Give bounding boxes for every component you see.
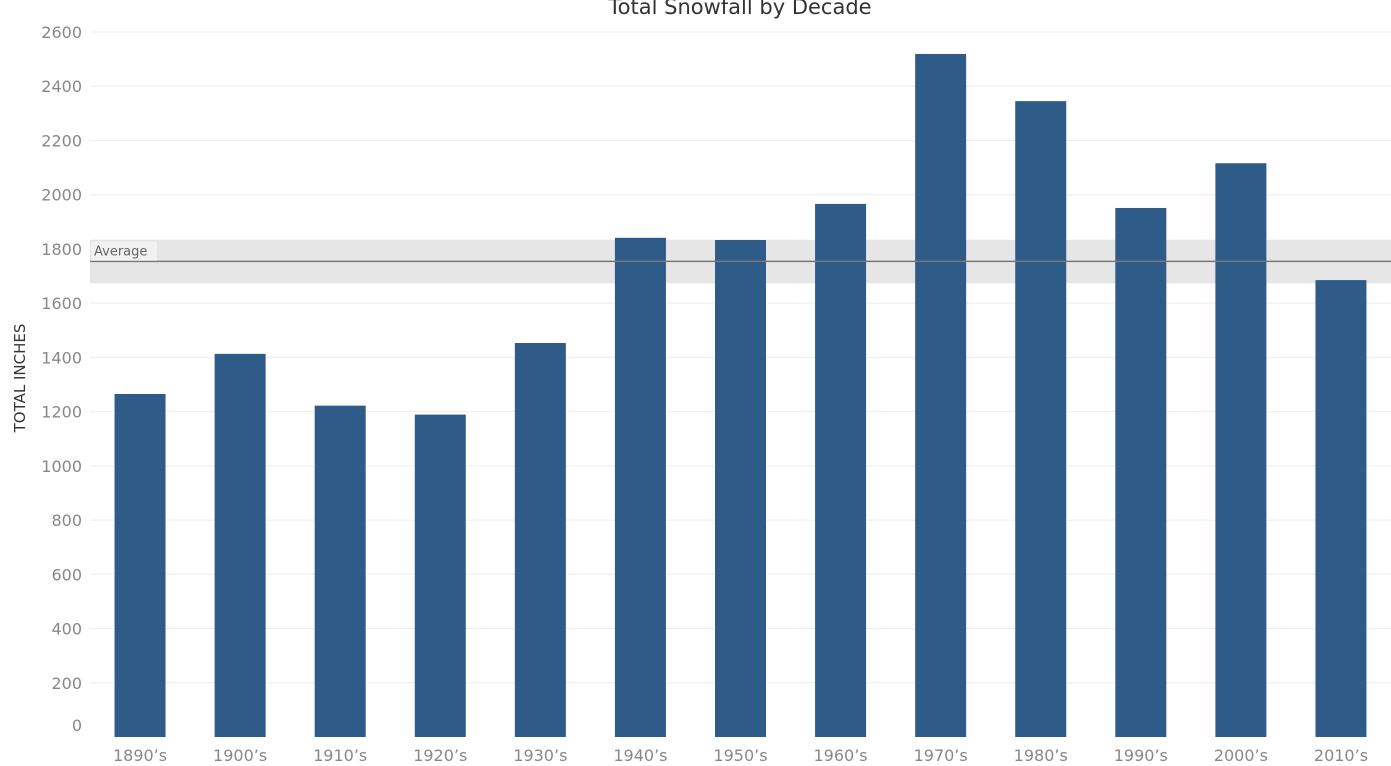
y-tick-label: 2400 — [41, 77, 82, 96]
chart-title: Total Snowfall by Decade — [608, 0, 872, 19]
bar[interactable] — [314, 405, 366, 737]
y-tick-label: 1400 — [41, 348, 82, 367]
y-tick-label: 1800 — [41, 240, 82, 259]
bar[interactable] — [414, 414, 466, 737]
bar[interactable] — [514, 343, 566, 737]
y-tick-label: 200 — [51, 674, 82, 693]
y-tick-label: 2200 — [41, 131, 82, 150]
y-tick-label: 2600 — [41, 23, 82, 42]
x-tick-label: 1890’s — [113, 746, 167, 765]
y-tick-label: 1000 — [41, 457, 82, 476]
x-tick-label: 1920’s — [413, 746, 467, 765]
bar[interactable] — [915, 53, 967, 738]
x-tick-label: 1940’s — [613, 746, 667, 765]
x-tick-label: 2010’s — [1314, 746, 1368, 765]
y-tick-label: 0 — [72, 716, 82, 735]
y-axis-ticks: 0 200 400 600 800 1000 1200 1400 1600 1800 2000 220… — [41, 23, 82, 735]
x-tick-label: 1950’s — [713, 746, 767, 765]
bar[interactable] — [815, 203, 867, 737]
x-tick-label: 1990’s — [1114, 746, 1168, 765]
x-tick-label: 1930’s — [513, 746, 567, 765]
bar[interactable] — [1015, 101, 1067, 738]
y-tick-label: 400 — [51, 620, 82, 639]
average-label: Average — [94, 245, 147, 260]
average-label-bg — [91, 241, 157, 261]
x-tick-label: 1970’s — [914, 746, 968, 765]
y-tick-label: 1200 — [41, 403, 82, 422]
x-tick-label: 1980’s — [1014, 746, 1068, 765]
bar[interactable] — [114, 393, 166, 737]
average-line-layer: Average — [90, 241, 1391, 263]
x-tick-label: 1910’s — [313, 746, 367, 765]
bar[interactable] — [715, 239, 766, 737]
y-tick-label: 2000 — [41, 186, 82, 205]
bars — [114, 53, 1367, 738]
bar[interactable] — [614, 237, 666, 737]
bar[interactable] — [214, 353, 266, 737]
bar[interactable] — [1115, 207, 1167, 737]
bar[interactable] — [1215, 163, 1267, 737]
x-tick-label: 1960’s — [814, 746, 868, 765]
bar[interactable] — [1315, 280, 1367, 737]
x-axis-ticks: 1890’s 1900’s 1910’s 1920’s 1930’s 1940’s 1950… — [113, 746, 1368, 765]
x-tick-label: 1900’s — [213, 746, 267, 765]
x-tick-label: 2000’s — [1214, 746, 1268, 765]
y-tick-label: 600 — [51, 565, 82, 584]
y-tick-label: 800 — [51, 511, 82, 530]
y-tick-label: 1600 — [41, 294, 82, 313]
